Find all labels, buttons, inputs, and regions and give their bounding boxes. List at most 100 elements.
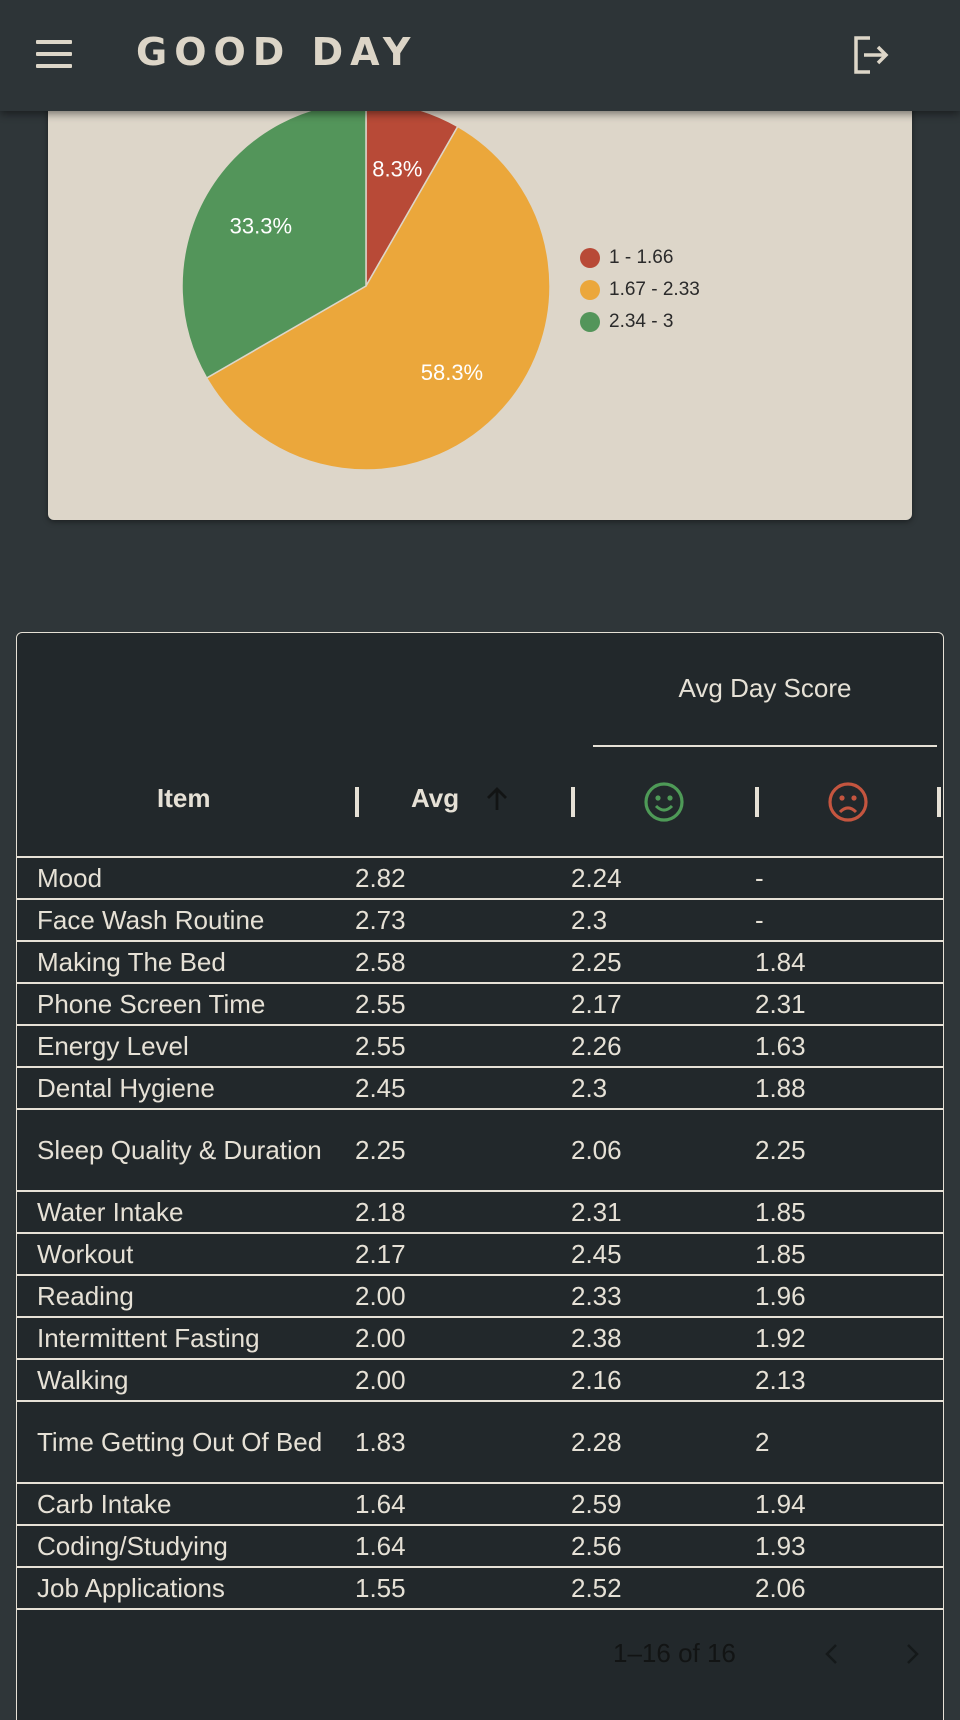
table-row[interactable]: Walking 2.00 2.16 2.13 [17,1360,943,1402]
cell-item: Face Wash Routine [37,905,265,935]
column-resize-handle[interactable] [355,787,359,817]
pie-chart: 8.3% 58.3% 33.3% [181,101,551,471]
table-row[interactable]: Water Intake 2.18 2.31 1.85 [17,1192,943,1234]
table-row[interactable]: Sleep Quality & Duration 2.25 2.06 2.25 [17,1110,943,1192]
cell-good-score: 2.28 [571,1426,622,1457]
items-table: Avg Day Score Item Avg Mood 2.82 2.24- Face… [16,632,944,1720]
column-header-item[interactable]: Item [157,783,211,813]
cell-bad-score: 2.06 [755,1572,806,1603]
cell-item: Energy Level [37,1031,189,1061]
cell-item: Carb Intake [37,1489,172,1519]
legend-item[interactable]: 1 - 1.66 [580,242,700,274]
cell-bad-score: 1.88 [755,1072,806,1103]
cell-avg: 2.55 [355,988,406,1019]
table-row[interactable]: Face Wash Routine 2.73 2.3 - [17,900,943,942]
chevron-right-icon[interactable] [897,1639,927,1669]
cell-avg: 2.25 [355,1134,406,1165]
menu-button[interactable] [36,40,76,70]
cell-item: Sleep Quality & Duration [37,1135,322,1165]
legend-item[interactable]: 2.34 - 3 [580,306,700,338]
table-row[interactable]: Intermittent Fasting 2.00 2.38 1.92 [17,1318,943,1360]
cell-bad-score: 2.13 [755,1364,806,1395]
table-row[interactable]: Dental Hygiene 2.45 2.3 1.88 [17,1068,943,1110]
cell-avg: 2.00 [355,1322,406,1353]
cell-bad-score: 1.92 [755,1322,806,1353]
cell-good-score: 2.3 [571,1072,608,1103]
table-body: Mood 2.82 2.24 - Face Wash Routine 2.73 2.3 - Ma… [17,858,943,1610]
table-row[interactable]: Energy Level 2.55 2.26 1.63 [17,1026,943,1068]
avg-day-score-header: Avg Day Score [678,673,852,703]
cell-good-score: 2.52 [571,1572,622,1603]
cell-item: Workout [37,1239,134,1269]
pie-slice-label: 33.3% [230,213,292,238]
cell-bad-score: 1.85 [755,1196,806,1227]
column-resize-handle[interactable] [571,787,575,817]
cell-avg: 1.55 [355,1572,406,1603]
cell-avg: 2.18 [355,1196,406,1227]
legend-swatch [580,312,600,332]
cell-good-score: 2.33 [571,1280,622,1311]
cell-good-score: 2.16 [571,1364,622,1395]
column-resize-handle[interactable] [755,787,759,817]
divider [593,745,937,747]
cell-bad-score: - [755,904,764,935]
cell-good-score: 2.24 [571,862,622,893]
cell-item: Coding/Studying [37,1531,228,1561]
cell-avg: 1.83 [355,1426,406,1457]
cell-avg: 2.82 [355,862,406,893]
cell-bad-score: 1.85 [755,1238,806,1269]
cell-item: Walking [37,1365,129,1395]
cell-avg: 1.64 [355,1488,406,1519]
cell-good-score: 2.56 [571,1530,622,1561]
cell-avg: 2.17 [355,1238,406,1269]
legend-label: 1 - 1.66 [609,247,674,268]
table-row[interactable]: Reading 2.00 2.33 1.96 [17,1276,943,1318]
app-title: GOOD DAY [136,30,418,74]
cell-good-score: 2.38 [571,1322,622,1353]
table-row[interactable]: Carb Intake 1.64 2.59 1.94 [17,1484,943,1526]
cell-item: Mood [37,863,103,893]
cell-item: Dental Hygiene [37,1073,215,1103]
table-row[interactable]: Mood 2.82 2.24 - [17,858,943,900]
cell-avg: 2.00 [355,1364,406,1395]
column-header-avg[interactable]: Avg [411,783,460,813]
cell-avg: 2.45 [355,1072,406,1103]
arrow-up-icon[interactable] [481,783,513,815]
cell-item: Phone Screen Time [37,989,266,1019]
chevron-left-icon[interactable] [817,1639,847,1669]
table-row[interactable]: Job Applications 1.55 2.52 2.06 [17,1568,943,1610]
cell-bad-score: 1.84 [755,946,806,977]
cell-bad-score: 1.94 [755,1488,806,1519]
cell-bad-score: 1.93 [755,1530,806,1561]
cell-avg: 2.00 [355,1280,406,1311]
table-row[interactable]: Time Getting Out Of Bed 1.83 2.28 2 [17,1402,943,1484]
app-bar: GOOD DAY [0,0,960,111]
legend-item[interactable]: 1.67 - 2.33 [580,274,700,306]
table-row[interactable]: Making The Bed 2.58 2.25 1.84 [17,942,943,984]
cell-good-score: 2.25 [571,946,622,977]
chart-legend: 1 - 1.66 1.67 - 2.33 2.34 - 3 [580,242,700,338]
cell-avg: 2.73 [355,904,406,935]
cell-good-score: 2.3 [571,904,608,935]
frown-icon[interactable] [827,781,869,823]
table-row[interactable]: Coding/Studying 1.64 2.56 1.93 [17,1526,943,1568]
pie-slice-label: 58.3% [421,360,483,385]
table-row[interactable]: Workout 2.17 2.45 1.85 [17,1234,943,1276]
column-resize-handle[interactable] [937,787,941,817]
logout-icon [854,36,889,74]
cell-bad-score: 2 [755,1426,770,1457]
logout-button[interactable] [850,34,892,76]
pie-slice-label: 8.3% [372,157,422,182]
cell-item: Making The Bed [37,947,226,977]
table-row[interactable]: Phone Screen Time 2.55 2.17 2.31 [17,984,943,1026]
pie-chart-card: 8.3% 58.3% 33.3% 1 - 1.66 1.67 - 2.33 2.34… [48,100,912,520]
cell-good-score: 2.06 [571,1134,622,1165]
cell-good-score: 2.26 [571,1030,622,1061]
cell-bad-score: - [755,862,764,893]
smile-icon[interactable] [643,781,685,823]
cell-good-score: 2.31 [571,1196,622,1227]
cell-avg: 2.55 [355,1030,406,1061]
cell-avg: 1.64 [355,1530,406,1561]
pie-slice[interactable] [205,125,551,471]
cell-item: Intermittent Fasting [37,1323,260,1353]
